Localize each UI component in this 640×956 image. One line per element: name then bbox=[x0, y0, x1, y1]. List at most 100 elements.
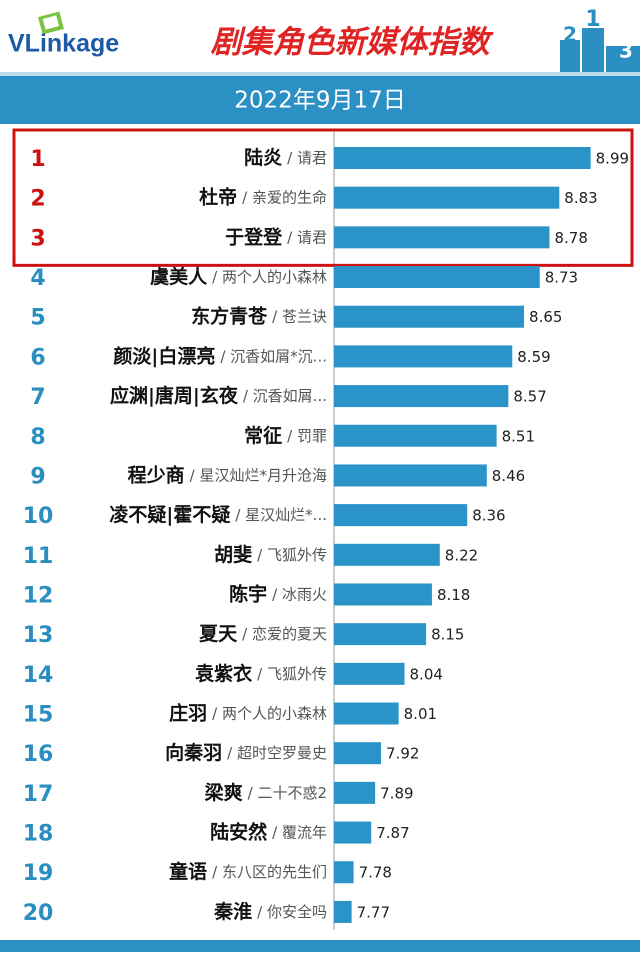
drama-label: / 星汉灿烂*... bbox=[235, 506, 327, 524]
drama-label: / 覆流年 bbox=[272, 823, 327, 841]
category-label: 凌不疑|霍不疑 bbox=[109, 503, 230, 526]
value-label: 8.18 bbox=[437, 586, 470, 604]
category-label: 梁爽 bbox=[204, 780, 243, 803]
value-label: 8.46 bbox=[492, 467, 525, 485]
value-label: 8.73 bbox=[545, 269, 578, 287]
rank-label: 16 bbox=[23, 742, 54, 767]
category-label: 陆炎 bbox=[244, 146, 282, 169]
bar bbox=[334, 821, 372, 844]
category-label: 陆安然 bbox=[210, 820, 267, 843]
row-label: 陆安然 / 覆流年 bbox=[210, 820, 327, 843]
rank-label: 3 bbox=[30, 226, 45, 251]
category-label: 杜帝 bbox=[199, 185, 237, 208]
row-label: 凌不疑|霍不疑 / 星汉灿烂*... bbox=[109, 503, 327, 526]
category-label: 陈宇 bbox=[229, 582, 267, 605]
drama-label: / 沉香如屑... bbox=[243, 387, 327, 405]
subtitle-band bbox=[0, 76, 640, 124]
drama-label: / 星汉灿烂*月升沧海 bbox=[190, 466, 327, 484]
drama-label: / 飞狐外传 bbox=[257, 664, 327, 682]
value-label: 8.01 bbox=[404, 705, 437, 723]
category-label: 童语 bbox=[169, 860, 207, 883]
bar bbox=[334, 305, 525, 328]
rank-label: 13 bbox=[23, 623, 54, 648]
drama-label: / 请君 bbox=[287, 149, 327, 167]
category-label: 于登登 bbox=[225, 225, 283, 248]
category-label: 常征 bbox=[244, 423, 282, 446]
category-label: 颜淡|白漂亮 bbox=[113, 344, 215, 367]
drama-label: / 二十不惑2 bbox=[248, 783, 327, 801]
chart-title: 剧集角色新媒体指数 bbox=[211, 25, 495, 61]
rank-label: 9 bbox=[30, 464, 45, 489]
row-label: 杜帝 / 亲爱的生命 bbox=[199, 185, 327, 208]
value-label: 8.99 bbox=[596, 150, 629, 168]
rank-label: 19 bbox=[23, 861, 54, 886]
podium-block bbox=[606, 46, 640, 72]
category-label: 秦淮 bbox=[213, 899, 252, 922]
drama-label: / 飞狐外传 bbox=[257, 545, 327, 563]
row-label: 应渊|唐周|玄夜 / 沉香如屑... bbox=[110, 384, 327, 407]
row-label: 颜淡|白漂亮 / 沉香如屑*沉... bbox=[113, 344, 327, 367]
category-label: 袁紫衣 bbox=[194, 661, 252, 684]
rank-label: 14 bbox=[23, 663, 54, 688]
value-label: 7.78 bbox=[359, 864, 392, 882]
footer-band bbox=[0, 940, 640, 952]
row-label: 庄羽 / 两个人的小森林 bbox=[169, 701, 327, 724]
category-label: 胡斐 bbox=[214, 542, 252, 565]
value-label: 8.15 bbox=[431, 626, 464, 644]
rank-label: 10 bbox=[23, 504, 54, 529]
value-label: 8.65 bbox=[529, 308, 562, 326]
bar bbox=[334, 147, 591, 169]
row-label: 秦淮 / 你安全吗 bbox=[213, 899, 327, 922]
drama-label: / 恋爱的夏天 bbox=[242, 625, 327, 643]
bar bbox=[334, 900, 352, 923]
row-label: 常征 / 罚罪 bbox=[244, 423, 327, 446]
bar bbox=[334, 266, 540, 289]
row-label: 夏天 / 恋爱的夏天 bbox=[199, 623, 327, 645]
drama-label: / 罚罪 bbox=[287, 426, 327, 444]
rank-label: 8 bbox=[30, 425, 45, 450]
category-label: 程少商 bbox=[128, 463, 185, 486]
drama-label: / 超时空罗曼史 bbox=[227, 744, 327, 762]
bar bbox=[334, 464, 487, 487]
brand: VLinkage bbox=[8, 30, 119, 58]
rank-label: 1 bbox=[30, 147, 45, 172]
rank-label: 11 bbox=[23, 544, 54, 569]
bar bbox=[334, 504, 468, 527]
rank-label: 17 bbox=[23, 782, 54, 807]
value-label: 7.89 bbox=[380, 784, 413, 802]
value-label: 7.77 bbox=[357, 903, 390, 921]
highlight-box bbox=[12, 128, 634, 267]
rank-label: 5 bbox=[30, 306, 45, 331]
row-label: 童语 / 东八区的先生们 bbox=[169, 860, 327, 883]
bar bbox=[334, 345, 513, 368]
value-label: 8.57 bbox=[513, 388, 546, 406]
bar bbox=[334, 424, 497, 447]
logo: VLinkage bbox=[8, 11, 119, 58]
bar bbox=[334, 702, 399, 725]
value-label: 8.04 bbox=[410, 665, 443, 683]
bar bbox=[334, 226, 550, 249]
podium-label: 2 bbox=[563, 23, 577, 47]
subtitle: 2022年9月17日 bbox=[234, 88, 405, 114]
row-label: 陆炎 / 请君 bbox=[244, 146, 327, 169]
drama-label: / 冰雨火 bbox=[272, 585, 327, 603]
bar bbox=[334, 385, 509, 408]
row-label: 东方青苍 / 苍兰诀 bbox=[191, 304, 327, 327]
row-label: 虞美人 / 两个人的小森林 bbox=[150, 265, 327, 288]
rank-label: 7 bbox=[30, 385, 45, 410]
podium-block bbox=[582, 28, 604, 72]
row-label: 梁爽 / 二十不惑2 bbox=[204, 780, 327, 803]
value-label: 8.83 bbox=[564, 189, 597, 207]
drama-label: / 苍兰诀 bbox=[272, 307, 327, 325]
row-label: 程少商 / 星汉灿烂*月升沧海 bbox=[128, 463, 327, 486]
bar bbox=[334, 543, 440, 566]
podium-label: 1 bbox=[585, 7, 600, 32]
value-label: 8.78 bbox=[555, 229, 588, 247]
rank-label: 4 bbox=[30, 266, 45, 291]
value-label: 8.59 bbox=[517, 348, 550, 366]
podium: 2 1 3 bbox=[560, 7, 640, 72]
category-label: 虞美人 bbox=[150, 265, 208, 288]
bar bbox=[334, 742, 382, 765]
rank-label: 18 bbox=[23, 822, 54, 847]
